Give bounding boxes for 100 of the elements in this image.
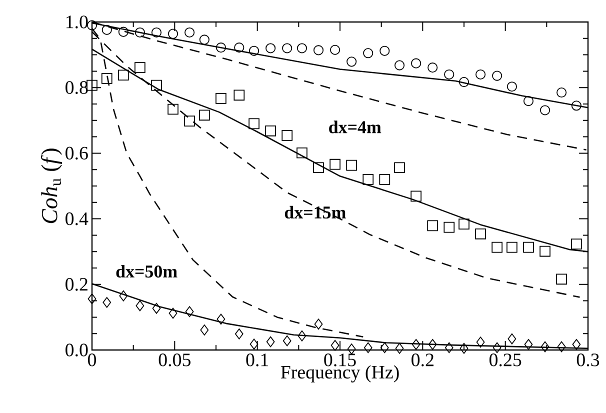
x-axis-title: Frequency (Hz) [280,365,399,382]
x-tick-label: 0.3 [576,354,600,366]
point [428,62,438,73]
point [216,92,226,104]
point [101,72,112,84]
point [540,246,550,257]
point [152,302,161,314]
point [118,70,129,81]
point [572,338,581,350]
point [266,43,276,54]
point [346,160,358,171]
point [394,162,405,174]
x-tick-label: 0.05 [158,354,190,366]
point [524,338,533,350]
point [330,44,340,55]
point [492,342,502,354]
y-tick-label: 0.4 [66,212,88,226]
y-tick-label: 0.8 [66,81,88,94]
point [248,118,260,130]
y-tick-label: 0.6 [66,146,88,160]
point [492,242,503,253]
point [363,48,374,58]
point [330,340,340,351]
point [476,336,485,348]
point [314,318,323,330]
point [282,43,292,54]
point [492,70,502,81]
point [460,342,468,354]
point [458,76,470,88]
point [540,105,550,116]
point [523,96,534,106]
annotation: dx=15m [284,206,346,219]
point [506,242,518,253]
point [88,293,96,304]
point [282,130,293,141]
x-tick-label: 0.1 [246,354,268,366]
point [410,190,422,202]
point [134,27,145,38]
point [506,82,517,92]
point [136,300,144,312]
point [444,222,455,233]
point [540,341,550,352]
point [151,80,162,91]
y-tick-label: 0.0 [66,344,88,356]
point [458,218,470,230]
y-tick-label: 1.0 [66,16,88,28]
y-tick-label: 0.2 [66,278,88,291]
point [428,338,437,350]
point [411,58,422,68]
point [248,46,260,56]
point [330,158,340,170]
point [266,336,275,348]
point [571,100,582,111]
point [168,308,178,319]
point [571,238,582,250]
point [102,297,112,308]
x-tick-label: 0.2 [412,354,434,366]
point [216,314,226,325]
point [395,342,404,354]
x-tick-label: 0.15 [324,354,356,366]
point [412,338,420,350]
point [134,62,146,74]
point [265,125,276,136]
point [364,342,372,354]
point [151,27,162,38]
point [296,43,308,54]
point [184,27,195,38]
x-tick-label: 0 [88,354,96,366]
point [380,342,389,354]
point [168,28,178,39]
point [313,45,324,56]
point [250,338,258,350]
point [296,147,308,158]
point [394,60,405,70]
point [168,104,178,115]
x-tick-label: 0.25 [489,354,522,366]
point [556,87,567,98]
point [298,330,306,342]
point [444,342,454,354]
y-axis-title: Coh$_{u}$ (f) [40,148,62,224]
point [234,328,244,340]
point [347,344,356,354]
point [102,24,112,35]
point [557,341,566,352]
point [523,242,534,253]
point [119,290,128,302]
point [216,42,226,53]
annotation: dx=4m [329,120,382,134]
point [379,174,390,185]
annotation: dx=50m [116,264,178,278]
point [234,90,245,101]
point [380,46,390,56]
point [556,274,567,285]
point [234,42,244,53]
point [346,56,357,67]
point [427,220,438,232]
point [444,69,454,80]
point [185,306,194,318]
point [508,333,516,344]
point [475,228,486,240]
